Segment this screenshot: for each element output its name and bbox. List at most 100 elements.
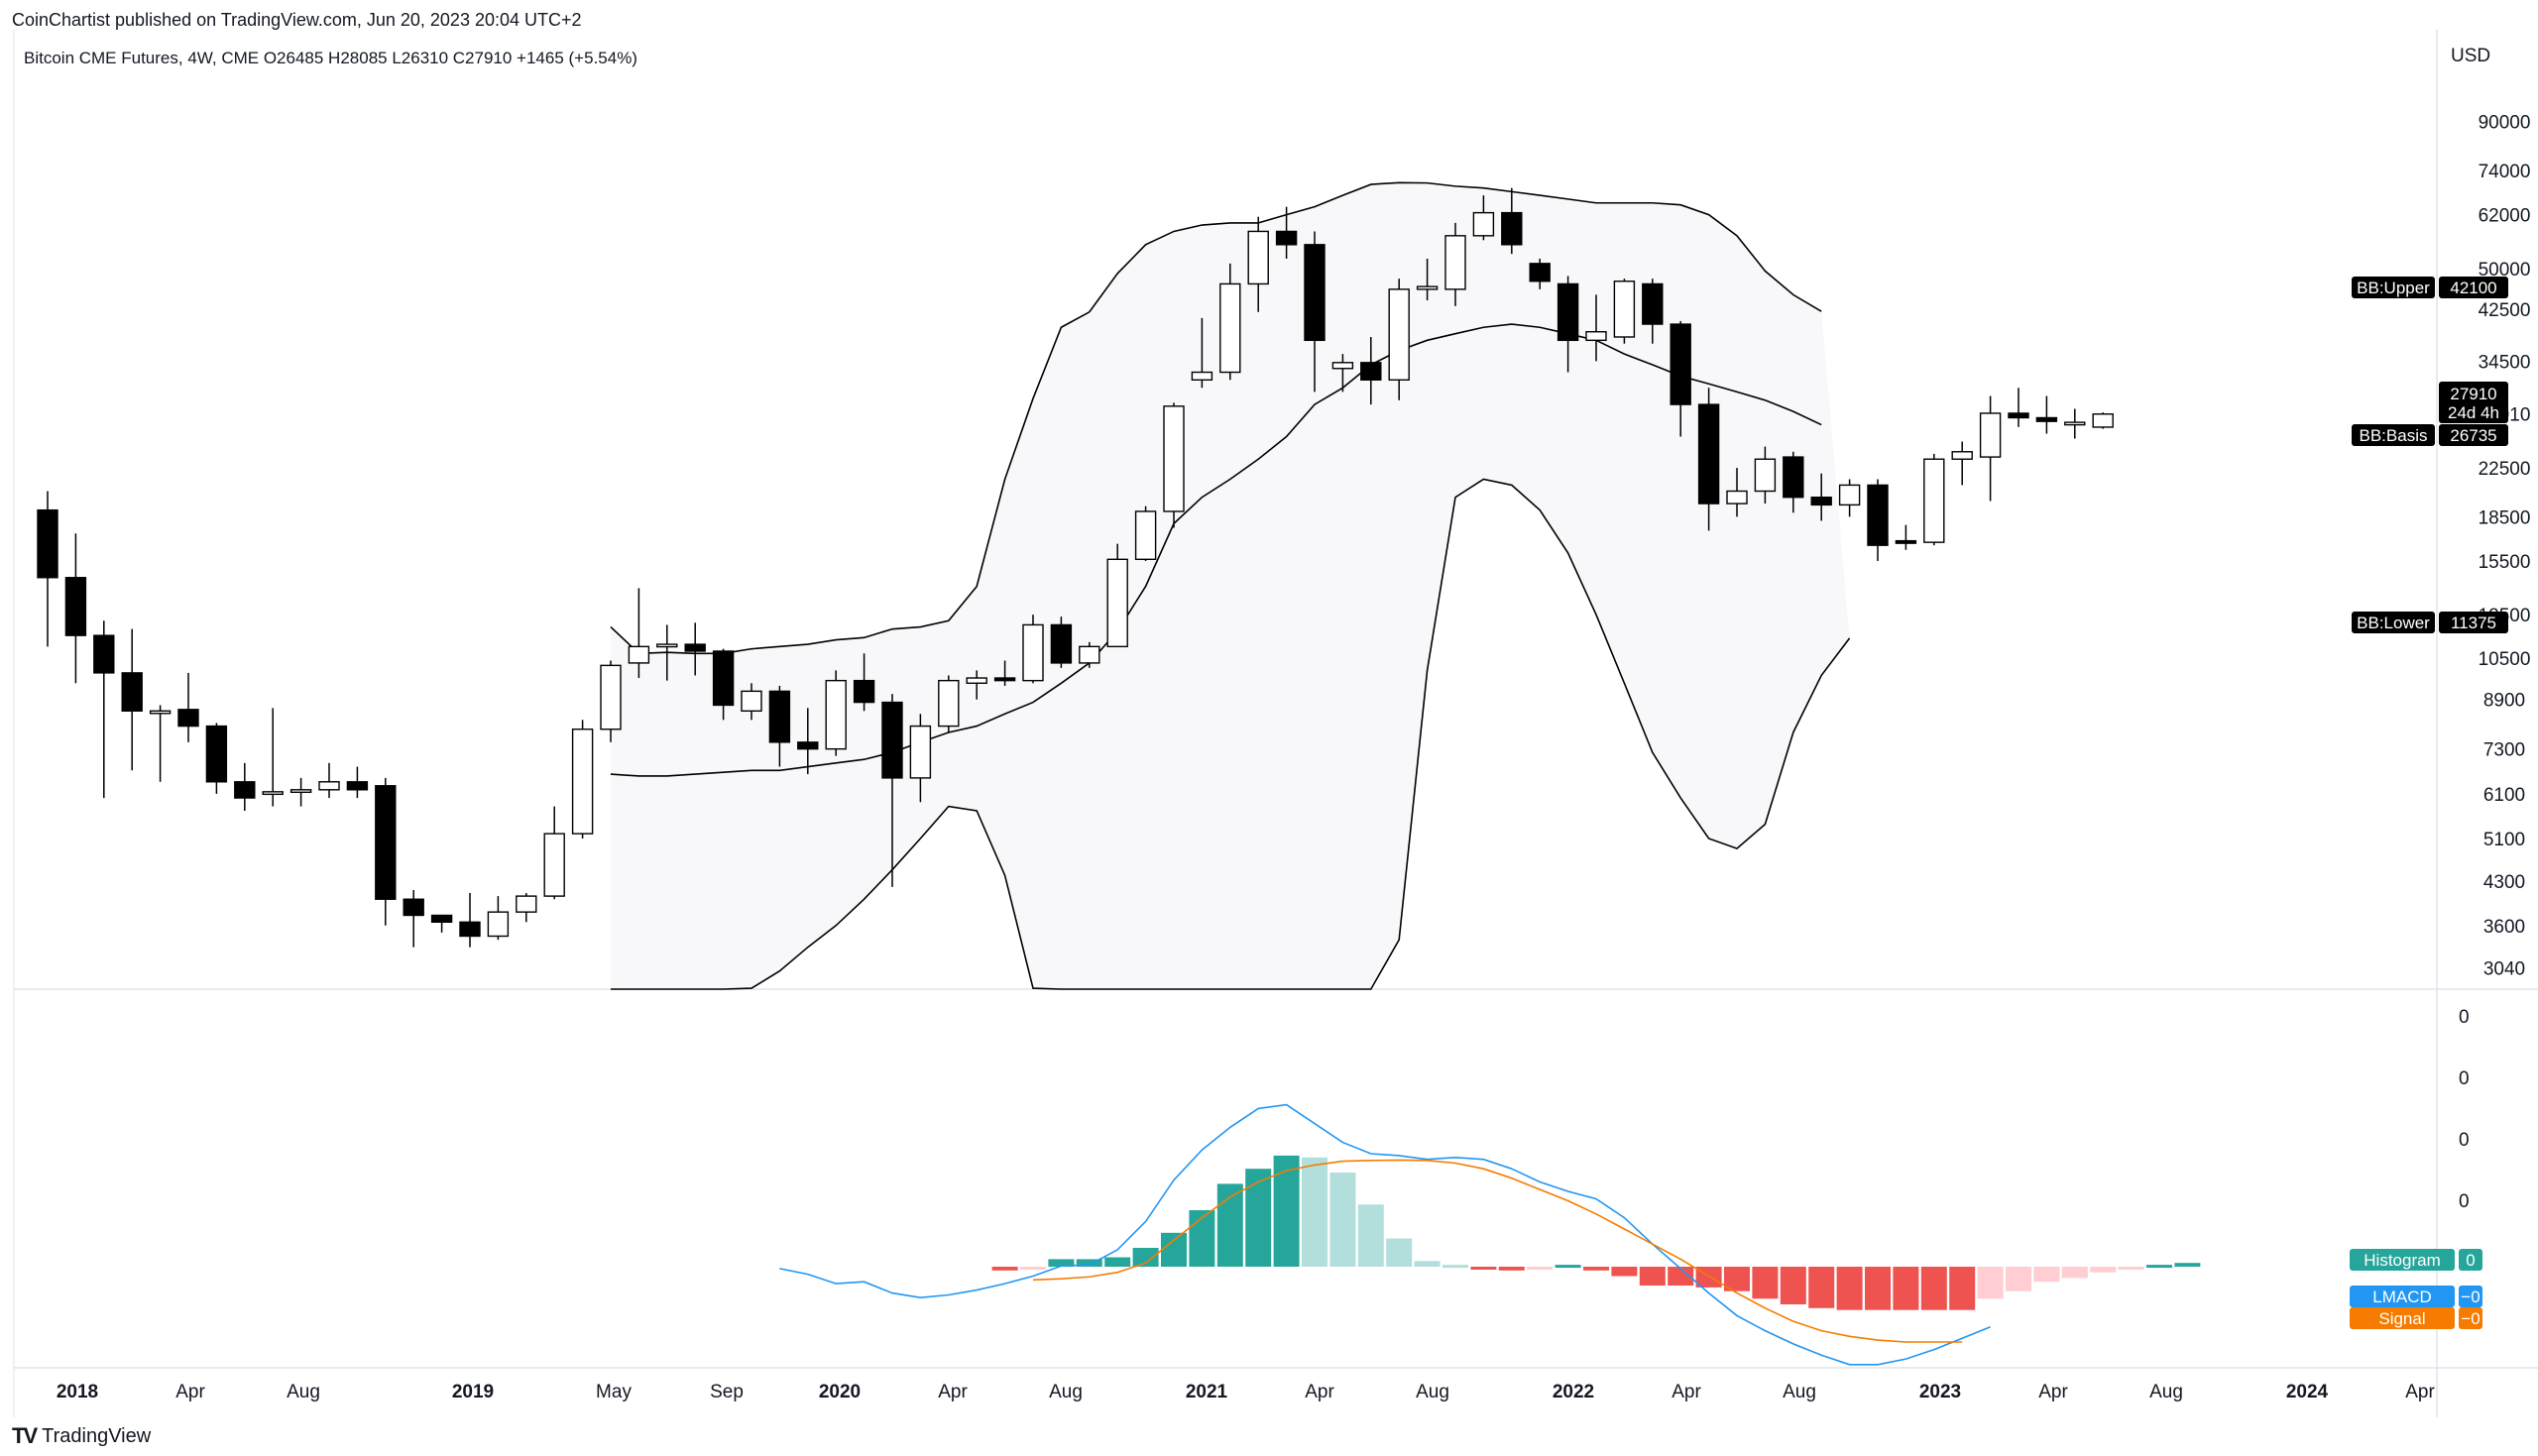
macd-histogram-bar <box>1386 1238 1413 1267</box>
candle-body <box>234 781 256 799</box>
time-tick-label: Apr <box>1305 1382 1334 1402</box>
macd-histogram-bar <box>1161 1232 1187 1267</box>
macd-histogram-bar <box>1329 1173 1356 1267</box>
price-tick-label: 50000 <box>2479 260 2531 280</box>
candle-body <box>1304 244 1326 342</box>
bb-basis-tag-value-box <box>2439 424 2508 446</box>
candle <box>1838 479 1861 517</box>
candle-body <box>853 679 875 704</box>
bb-basis-tag-value: 26735 <box>2450 426 2496 445</box>
candle <box>881 694 903 887</box>
candle-body <box>1163 405 1185 512</box>
lmacd-tag-value-box <box>2459 1286 2482 1307</box>
signal-tag-name-box <box>2350 1307 2455 1329</box>
candle-body <box>1754 458 1777 493</box>
bb-basis-tag-name-box <box>2352 424 2435 446</box>
candle <box>1867 479 1889 561</box>
candle <box>2035 395 2058 434</box>
price-tick-label: 3600 <box>2483 917 2525 938</box>
candle-body <box>2092 413 2114 428</box>
histogram-tag-name: Histogram <box>2364 1251 2440 1270</box>
macd-histogram-bar <box>1639 1267 1666 1286</box>
candle-body <box>1416 285 1439 290</box>
candle-body <box>909 725 932 779</box>
time-tick-label: May <box>596 1382 632 1402</box>
candle-body <box>1613 280 1636 338</box>
macd-histogram-bar <box>1920 1267 1947 1310</box>
candle <box>741 683 762 721</box>
last-price-value: 27910 <box>2450 385 2496 403</box>
tradingview-brand: TradingView <box>42 1424 152 1447</box>
bb-upper-tag: BB:Upper 42100 <box>2352 277 2508 298</box>
macd-histogram-bar <box>1752 1267 1779 1299</box>
time-tick-label: Aug <box>2149 1382 2183 1402</box>
price-axis[interactable]: USD 90000 74000 62000 50000 42500 34500 27910 22… <box>2451 46 2530 979</box>
macd-histogram-bar <box>1836 1267 1863 1310</box>
price-tick-label: 8900 <box>2483 691 2525 712</box>
macd-histogram-bar <box>2090 1267 2117 1273</box>
candle-body <box>1642 282 1664 325</box>
macd-histogram-bar <box>2061 1267 2088 1279</box>
candle <box>1275 206 1298 259</box>
candle-body <box>2035 416 2058 422</box>
bb-upper-tag-name: BB:Upper <box>2357 279 2430 297</box>
candle-body <box>1529 263 1551 282</box>
symbol-legend: Bitcoin CME Futures, 4W, CME O26485 H280… <box>24 49 637 67</box>
price-tick-label: 74000 <box>2479 162 2531 182</box>
macd-histogram-bar <box>2118 1267 2144 1270</box>
candle-body <box>1050 623 1073 664</box>
candle-body <box>375 785 397 900</box>
candle <box>1754 446 1777 504</box>
bb-lower-tag-name: BB:Lower <box>2357 614 2430 632</box>
candle <box>656 624 678 681</box>
candle <box>1444 222 1466 306</box>
macd-histogram-bar <box>1048 1259 1075 1267</box>
candle-body <box>93 634 115 674</box>
macd-histogram-bar <box>1245 1169 1272 1267</box>
time-tick-label: 2024 <box>2286 1382 2329 1402</box>
currency-label: USD <box>2451 46 2490 66</box>
macd-histogram-bar <box>2174 1263 2201 1267</box>
candle-body <box>205 725 228 783</box>
time-axis[interactable]: 2018 Apr Aug 2019 May Sep 2020 Apr Aug 2021 Apr Aug… <box>57 1382 2436 1402</box>
candle <box>966 670 987 700</box>
candle <box>909 714 932 803</box>
candle <box>1247 216 1269 312</box>
candle <box>1219 263 1241 381</box>
macd-axis[interactable]: 0 0 0 0 <box>2459 1007 2470 1212</box>
candle <box>1304 231 1326 392</box>
candle <box>1923 453 1945 546</box>
candle-body <box>1557 282 1579 342</box>
candle-body <box>1134 510 1157 561</box>
candle-body <box>1444 235 1466 290</box>
candle-body <box>797 741 819 750</box>
candle-body <box>993 677 1016 682</box>
candle <box>1416 258 1439 301</box>
candle-body <box>768 690 791 743</box>
price-tick-label: 4300 <box>2483 872 2525 893</box>
macd-tick-label: 0 <box>2459 1068 2470 1089</box>
macd-histogram-bar <box>1302 1157 1327 1267</box>
tradingview-watermark[interactable]: TV TradingView <box>12 1423 151 1449</box>
lmacd-tag: LMACD −0 <box>2350 1286 2482 1307</box>
candle <box>1388 279 1410 400</box>
candle-body <box>1979 412 2002 458</box>
candle <box>1106 543 1128 648</box>
candlestick-series <box>37 187 2114 948</box>
candle <box>712 648 735 721</box>
time-tick-label: 2021 <box>1186 1382 1228 1402</box>
candle <box>1079 641 1100 668</box>
time-tick-label: Aug <box>1416 1382 1449 1402</box>
macd-histogram-bar <box>1527 1267 1554 1270</box>
bb-basis-tag: BB:Basis 26735 <box>2352 424 2508 446</box>
macd-line <box>779 1103 1991 1366</box>
price-tags: BB:Upper 42100 BB:Basis 26735 BB:Lower 11375 2… <box>2350 277 2508 1329</box>
macd-histogram-bar <box>1780 1267 1806 1304</box>
candle-body <box>37 508 58 579</box>
candle-body <box>459 921 481 938</box>
macd-tick-label: 0 <box>2459 1007 2470 1028</box>
candle <box>1331 354 1354 392</box>
candle-body <box>1951 451 1973 460</box>
macd-histogram-bar <box>1808 1267 1835 1308</box>
